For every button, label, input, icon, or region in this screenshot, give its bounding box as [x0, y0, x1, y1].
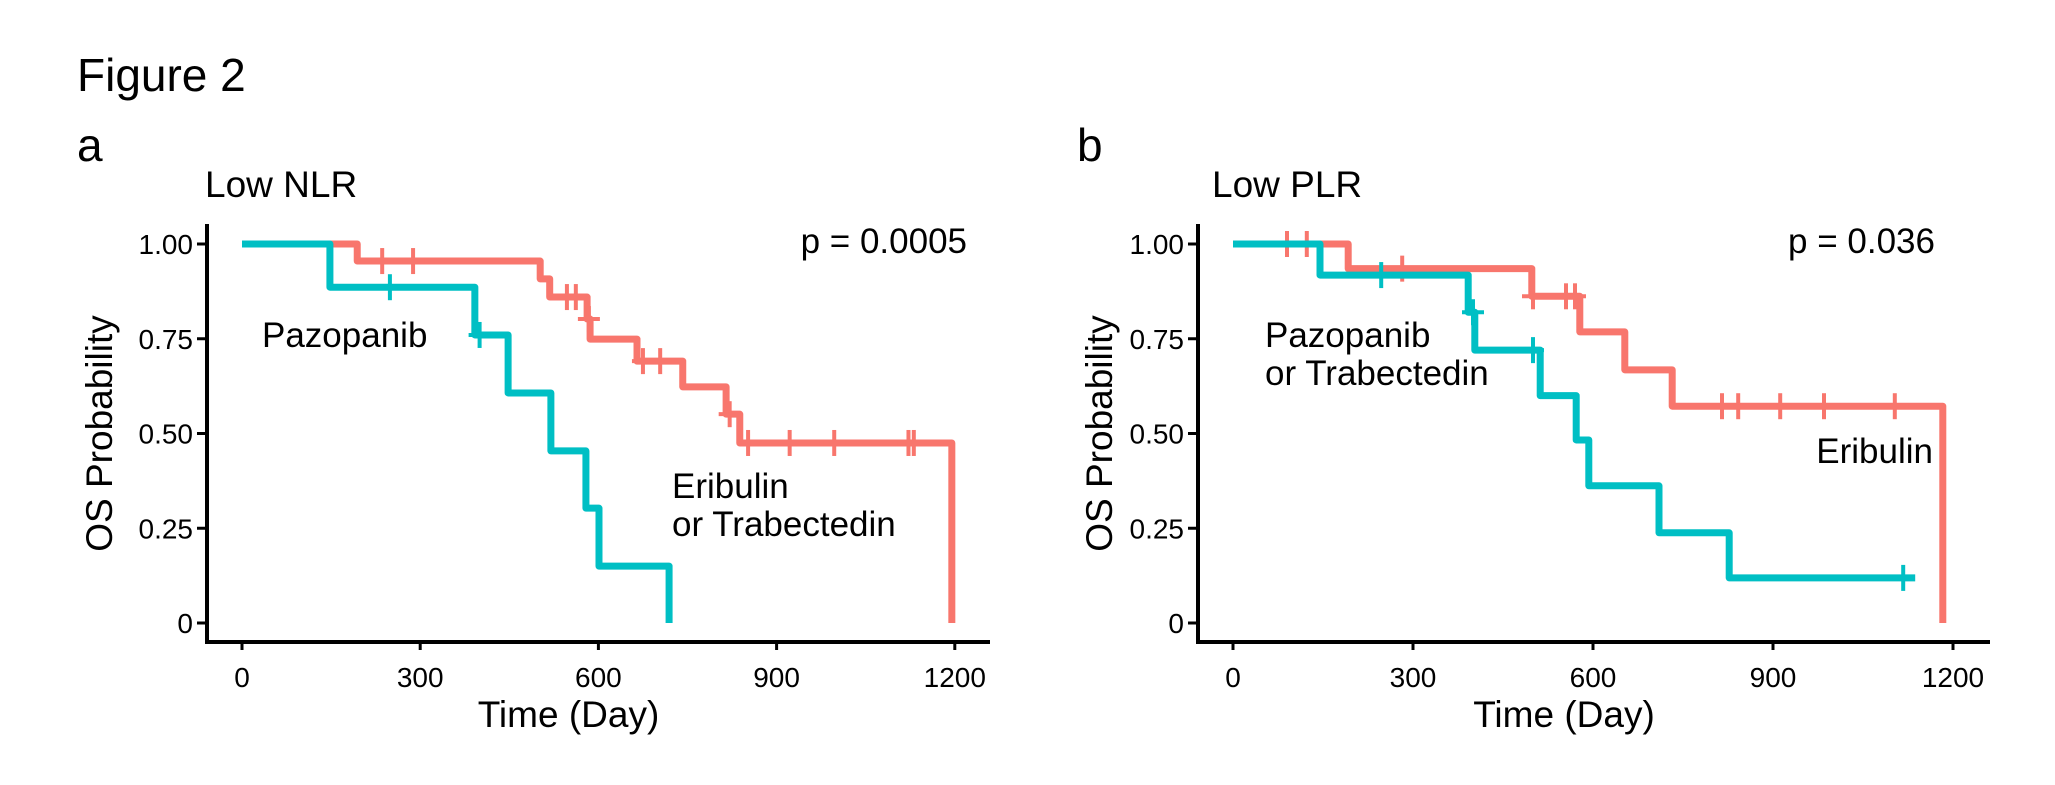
x-tick-label: 1200: [1922, 662, 1984, 693]
series-pazopanib: Pazopanib: [242, 240, 673, 623]
x-tick-label: 300: [397, 662, 444, 693]
y-tick-label: 1.00: [1130, 229, 1185, 260]
x-tick-label: 600: [575, 662, 622, 693]
x-tick-label: 1200: [924, 662, 986, 693]
y-tick-label: 1.00: [139, 229, 194, 260]
panel-label-a: a: [77, 119, 103, 171]
panel-b-low-plr: Low PLR 0 0.25 0.50 0.75 1.00 0 300 600 900 1200 Ti…: [1079, 164, 1990, 735]
km-curve: [1233, 240, 1947, 623]
km-curve: [242, 240, 673, 623]
series-label: Eribulin: [1816, 432, 1933, 471]
y-tick-label: 0.50: [139, 419, 194, 450]
x-tick-label: 600: [1570, 662, 1617, 693]
y-axis-label: OS Probability: [1079, 315, 1120, 552]
series-label-line: Eribulin: [672, 467, 789, 506]
p-value-annotation: p = 0.0005: [801, 222, 967, 261]
y-tick-label: 0: [1168, 608, 1184, 639]
y-tick-label: 0.25: [139, 513, 194, 544]
x-axis-label: Time (Day): [478, 694, 660, 735]
y-tick-label: 0.25: [1130, 513, 1185, 544]
x-tick-label: 0: [234, 662, 250, 693]
series-pazopanib-or-trabectedin: Pazopanib or Trabectedin: [1233, 240, 1916, 591]
y-tick-label: 0.50: [1130, 419, 1185, 450]
x-tick-label: 0: [1225, 662, 1241, 693]
panel-a-low-nlr: Low NLR 0 0.25 0.50 0.75 1.00 0 300 600 900 1200 Ti…: [79, 164, 990, 735]
series-label: Pazopanib: [262, 316, 427, 355]
x-tick-label: 300: [1390, 662, 1437, 693]
y-axis-label: OS Probability: [79, 315, 120, 552]
y-tick-label: 0.75: [139, 324, 194, 355]
panel-title: Low NLR: [205, 164, 357, 205]
x-tick-label: 900: [753, 662, 800, 693]
series-label: Eribulin or Trabectedin: [672, 467, 896, 544]
y-tick-label: 0.75: [1130, 324, 1185, 355]
series-label-line: Eribulin: [1816, 432, 1933, 471]
series-eribulin-or-trabectedin: Eribulin or Trabectedin: [242, 240, 956, 623]
series-label-line: or Trabectedin: [672, 505, 896, 544]
p-value-annotation: p = 0.036: [1788, 222, 1935, 261]
km-curve: [1233, 240, 1916, 582]
x-axis-label: Time (Day): [1473, 694, 1655, 735]
series-label-line: Pazopanib: [262, 316, 427, 355]
panel-title: Low PLR: [1212, 164, 1362, 205]
series-eribulin: Eribulin: [1233, 231, 1947, 623]
series-label: Pazopanib or Trabectedin: [1265, 316, 1489, 393]
x-tick-label: 900: [1750, 662, 1797, 693]
figure-title: Figure 2: [77, 49, 246, 101]
y-tick-label: 0: [177, 608, 193, 639]
series-label-line: or Trabectedin: [1265, 354, 1489, 393]
panel-label-b: b: [1077, 119, 1103, 171]
series-label-line: Pazopanib: [1265, 316, 1430, 355]
